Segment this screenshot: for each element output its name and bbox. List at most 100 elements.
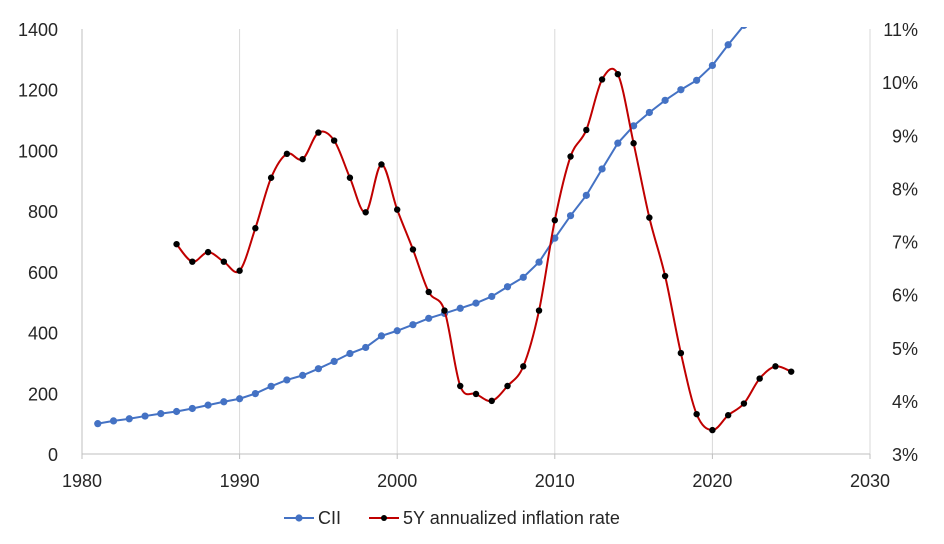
y2-tick-label: 7% [892,233,918,253]
series-inflation [173,67,795,434]
data-point-cii [283,376,291,384]
data-point-inflation [236,267,243,274]
series-layer [94,1,795,434]
data-point-inflation [614,70,622,78]
data-point-cii [488,292,496,301]
data-point-cii [645,108,653,117]
data-point-cii [220,398,228,406]
y-axis-right-ticks: 3% 4% 5% 6% 7% 8% 9% 10% 11% [882,20,918,465]
y2-tick-label: 3% [892,445,918,465]
data-point-cii [377,332,386,340]
data-point-inflation [283,150,291,158]
data-point-cii [614,139,622,147]
data-point-inflation [583,126,590,134]
legend-label-cii: CII [318,507,342,528]
data-point-inflation [630,140,637,147]
x-tick-label: 2010 [535,471,575,491]
data-point-cii [740,27,748,29]
y2-tick-label: 6% [892,286,918,306]
x-tick-label: 1990 [220,471,260,491]
data-point-inflation [693,410,700,418]
axes [81,29,870,455]
data-point-cii [519,273,527,281]
data-point-cii [157,410,165,418]
data-point-inflation [362,209,369,216]
series-cii [94,1,763,428]
data-point-inflation [709,426,716,434]
data-point-inflation [646,214,653,221]
data-point-inflation [472,390,480,398]
data-point-inflation [267,174,275,181]
data-point-cii [456,304,464,312]
x-tick-label: 1980 [62,471,102,491]
y2-tick-label: 9% [892,126,918,146]
data-point-inflation [488,397,495,405]
y-axis-left-ticks: 0 200 400 600 800 1000 1200 1400 [18,20,58,465]
data-point-cii [330,357,338,366]
legend-entry-inflation: 5Y annualized inflation rate [369,508,620,529]
series-line-cii [97,27,744,425]
legend-swatch-cii [284,514,314,522]
data-point-cii [251,389,259,398]
data-point-cii [141,412,149,420]
data-point-cii [125,415,133,423]
data-point-inflation [346,174,354,181]
data-point-cii [566,212,575,220]
data-point-inflation [504,382,511,390]
data-point-cii [724,41,732,49]
y-tick-label: 800 [28,202,58,222]
y-tick-label: 0 [48,445,58,465]
data-point-cii [756,1,763,8]
data-point-cii [582,191,590,199]
legend-label-inflation: 5Y annualized inflation rate [403,507,620,528]
data-point-cii [708,61,717,70]
data-point-cii [172,407,181,416]
x-axis-ticks: 1980 1990 2000 2010 2020 2030 [62,454,890,491]
data-point-inflation [661,272,669,280]
data-point-inflation [772,363,779,370]
data-point-inflation [189,258,196,265]
data-point-inflation [598,76,606,83]
y-tick-label: 600 [28,263,58,283]
legend-entry-cii: CII [284,508,341,529]
y2-tick-label: 11% [883,20,918,40]
data-point-inflation [724,412,732,419]
data-point-inflation [409,246,417,253]
y-tick-label: 1400 [18,20,58,40]
data-point-cii [393,327,401,335]
y2-tick-label: 8% [892,179,918,199]
data-point-inflation [394,206,401,213]
data-point-cii [472,299,480,307]
data-point-cii [346,349,354,358]
legend: CII 5Y annualized inflation rate [284,506,620,530]
data-point-cii [425,314,433,322]
data-point-cii [236,395,244,403]
data-point-inflation [457,382,464,390]
data-point-inflation [220,258,228,265]
data-point-inflation [173,240,180,248]
legend-swatch-inflation [369,515,400,521]
y-tick-label: 1000 [18,141,58,161]
chart: 1980 1990 2000 2010 2020 2030 0 200 400 600 800 10… [18,1,918,491]
data-point-cii [693,76,701,84]
y2-tick-label: 5% [892,339,918,359]
x-tick-label: 2020 [692,471,732,491]
data-point-cii [314,365,322,373]
data-point-inflation [299,155,306,163]
y2-tick-label: 4% [892,392,918,412]
data-point-inflation [378,161,385,168]
y2-tick-label: 10% [882,73,918,93]
data-point-cii [409,321,417,329]
data-point-inflation [204,248,212,256]
data-point-cii [551,234,559,242]
data-point-inflation [315,129,322,136]
data-point-cii [94,420,102,428]
data-point-cii [109,417,118,425]
data-point-inflation [740,400,748,407]
data-point-inflation [330,137,338,144]
data-point-cii [299,371,307,379]
data-point-inflation [756,375,763,382]
x-tick-label: 2030 [850,471,890,491]
data-point-cii [188,404,196,413]
data-point-cii [362,343,370,352]
